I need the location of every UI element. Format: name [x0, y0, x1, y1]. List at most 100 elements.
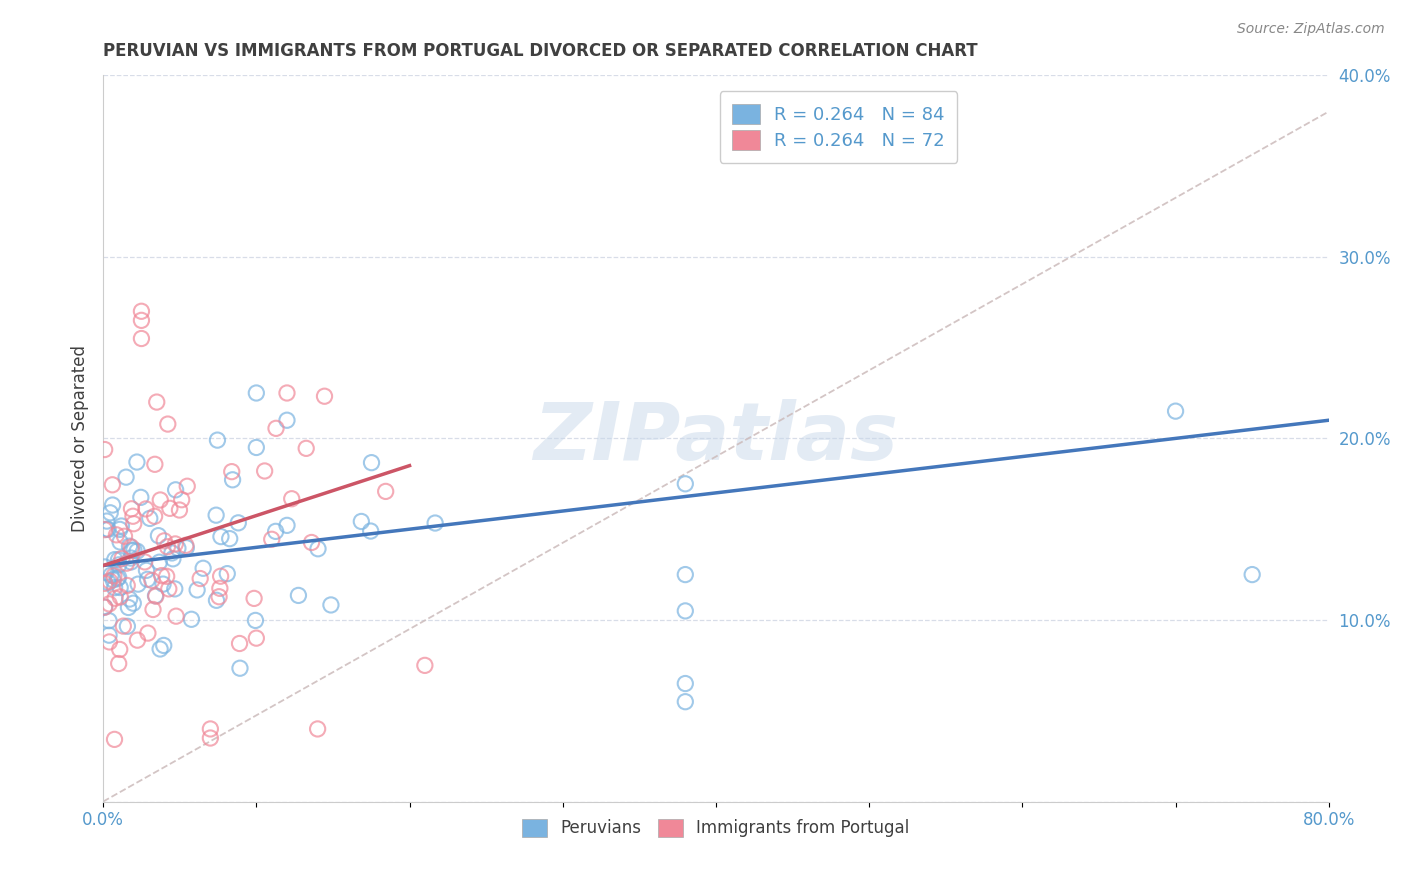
- Point: [153, 533, 176, 548]
- Point: [156, 417, 179, 431]
- Point: [135, 563, 157, 577]
- Point: [200, 731, 222, 745]
- Point: [207, 433, 229, 447]
- Point: [110, 590, 132, 604]
- Point: [276, 413, 298, 427]
- Point: [180, 612, 202, 626]
- Point: [145, 589, 167, 603]
- Point: [163, 582, 186, 596]
- Point: [107, 570, 129, 584]
- Point: [148, 555, 170, 569]
- Point: [105, 528, 128, 542]
- Point: [141, 574, 163, 588]
- Point: [229, 661, 252, 675]
- Point: [96, 514, 118, 528]
- Point: [307, 722, 329, 736]
- Point: [93, 576, 115, 591]
- Point: [174, 538, 197, 552]
- Text: Source: ZipAtlas.com: Source: ZipAtlas.com: [1237, 22, 1385, 37]
- Point: [276, 386, 298, 401]
- Point: [245, 614, 267, 628]
- Point: [149, 493, 172, 508]
- Point: [108, 522, 131, 536]
- Point: [108, 581, 131, 595]
- Point: [125, 455, 148, 469]
- Point: [165, 609, 187, 624]
- Point: [209, 530, 232, 544]
- Point: [117, 619, 139, 633]
- Point: [205, 593, 228, 607]
- Point: [673, 695, 696, 709]
- Point: [221, 473, 243, 487]
- Point: [176, 541, 198, 555]
- Point: [148, 529, 170, 543]
- Legend: Peruvians, Immigrants from Portugal: Peruvians, Immigrants from Portugal: [516, 812, 917, 844]
- Point: [208, 590, 231, 604]
- Point: [156, 540, 179, 554]
- Point: [135, 502, 157, 516]
- Point: [280, 491, 302, 506]
- Point: [107, 558, 129, 572]
- Point: [167, 541, 190, 556]
- Point: [673, 604, 696, 618]
- Point: [150, 568, 173, 582]
- Point: [673, 476, 696, 491]
- Point: [103, 732, 125, 747]
- Point: [93, 560, 115, 574]
- Point: [245, 631, 267, 645]
- Point: [156, 569, 179, 583]
- Point: [260, 533, 283, 547]
- Point: [107, 553, 129, 567]
- Point: [107, 572, 129, 586]
- Point: [314, 389, 336, 403]
- Point: [152, 577, 174, 591]
- Point: [129, 491, 152, 505]
- Point: [96, 522, 118, 536]
- Point: [118, 539, 141, 553]
- Point: [98, 574, 121, 588]
- Point: [176, 479, 198, 493]
- Point: [98, 506, 121, 520]
- Point: [186, 582, 208, 597]
- Point: [374, 484, 396, 499]
- Point: [205, 508, 228, 523]
- Point: [145, 589, 167, 603]
- Point: [112, 619, 135, 633]
- Point: [295, 442, 318, 456]
- Point: [157, 582, 180, 596]
- Point: [108, 642, 131, 657]
- Point: [170, 492, 193, 507]
- Point: [152, 639, 174, 653]
- Point: [131, 304, 153, 318]
- Point: [208, 582, 231, 596]
- Point: [188, 572, 211, 586]
- Point: [94, 566, 117, 580]
- Point: [101, 498, 124, 512]
- Point: [98, 614, 121, 628]
- Point: [98, 597, 121, 611]
- Point: [93, 600, 115, 615]
- Point: [120, 540, 142, 554]
- Point: [131, 331, 153, 345]
- Point: [360, 524, 382, 538]
- Point: [276, 518, 298, 533]
- Point: [98, 635, 121, 649]
- Point: [159, 501, 181, 516]
- Point: [118, 592, 141, 607]
- Point: [97, 523, 120, 537]
- Point: [245, 441, 267, 455]
- Point: [120, 551, 142, 566]
- Point: [120, 501, 142, 516]
- Point: [673, 676, 696, 690]
- Point: [191, 561, 214, 575]
- Point: [143, 458, 166, 472]
- Point: [319, 598, 342, 612]
- Point: [114, 529, 136, 543]
- Point: [110, 519, 132, 533]
- Point: [104, 581, 127, 595]
- Text: PERUVIAN VS IMMIGRANTS FROM PORTUGAL DIVORCED OR SEPARATED CORRELATION CHART: PERUVIAN VS IMMIGRANTS FROM PORTUGAL DIV…: [103, 42, 977, 60]
- Point: [218, 532, 240, 546]
- Point: [169, 503, 191, 517]
- Point: [115, 556, 138, 570]
- Point: [93, 523, 115, 537]
